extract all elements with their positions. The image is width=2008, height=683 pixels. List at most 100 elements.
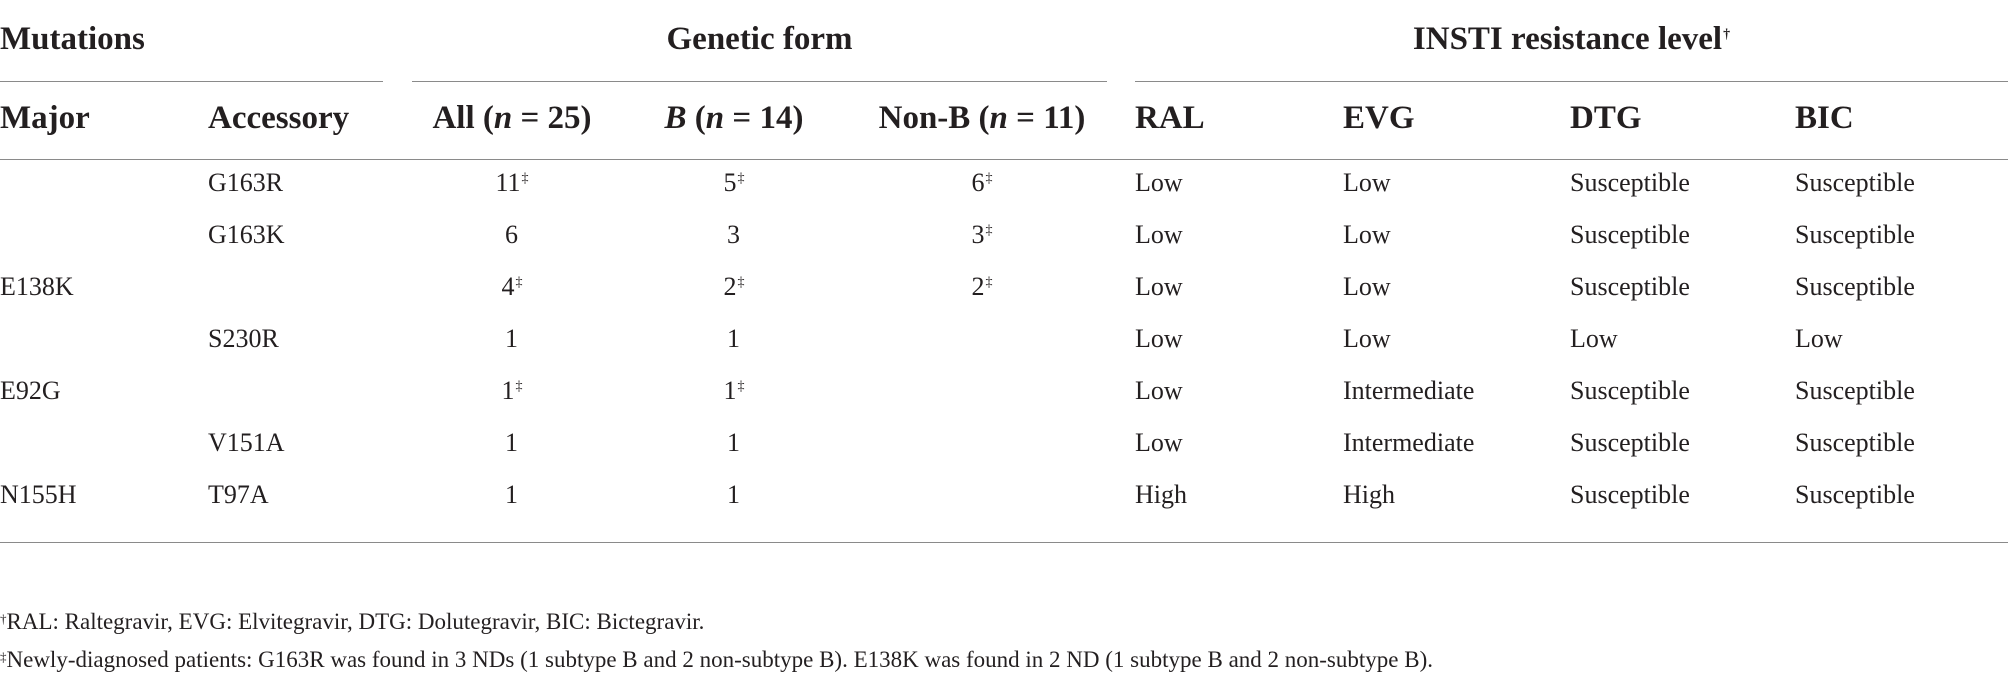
header-b: B (n = 14) bbox=[634, 99, 834, 137]
cell-bic: Susceptible bbox=[1795, 428, 1915, 458]
cell-b-value: 1 bbox=[727, 428, 740, 457]
cell-accessory: S230R bbox=[208, 324, 279, 354]
footnote-newly-diagnosed-text: Newly-diagnosed patients: G163R was foun… bbox=[6, 647, 1433, 672]
cell-all-footnote-mark: ‡ bbox=[515, 275, 523, 290]
header-all-suffix: = 25) bbox=[512, 100, 592, 136]
cell-all: 1 bbox=[412, 324, 612, 354]
cell-all-value: 6 bbox=[505, 220, 518, 249]
header-all: All (n = 25) bbox=[412, 99, 612, 137]
cell-b: 1 bbox=[634, 428, 834, 458]
header-evg: EVG bbox=[1343, 100, 1415, 136]
cell-evg: Intermediate bbox=[1343, 428, 1474, 458]
cell-all: 1 bbox=[412, 428, 612, 458]
cell-accessory-value: S230R bbox=[208, 324, 279, 353]
header-all-n: n bbox=[493, 100, 513, 136]
cell-ral: Low bbox=[1135, 428, 1183, 458]
header-nonb-prefix: Non-B ( bbox=[878, 100, 990, 136]
header-bic: BIC bbox=[1795, 100, 1854, 136]
header-b-open: ( bbox=[686, 100, 706, 136]
cell-all-value: 4 bbox=[501, 272, 515, 301]
cell-b: 1‡ bbox=[634, 376, 834, 406]
cell-dtg: Susceptible bbox=[1570, 480, 1690, 510]
cell-evg: Low bbox=[1343, 272, 1391, 302]
cell-accessory: V151A bbox=[208, 428, 285, 458]
cell-ral: Low bbox=[1135, 272, 1183, 302]
cell-dtg: Susceptible bbox=[1570, 168, 1690, 198]
cell-accessory: G163K bbox=[208, 220, 285, 250]
header-nonb-suffix: = 11) bbox=[1007, 100, 1086, 136]
header-b-n: n bbox=[705, 100, 725, 136]
cell-major: E138K bbox=[0, 272, 74, 302]
cell-accessory: G163R bbox=[208, 168, 283, 198]
cell-b: 1 bbox=[634, 480, 834, 510]
cell-ral: Low bbox=[1135, 220, 1183, 250]
header-genetic-form: Genetic form bbox=[666, 21, 853, 57]
cell-ral-value: High bbox=[1135, 480, 1187, 509]
cell-b-value: 5 bbox=[723, 168, 737, 197]
rule-mutations bbox=[0, 81, 383, 82]
header-dtg: DTG bbox=[1570, 100, 1642, 136]
cell-accessory-value: G163R bbox=[208, 168, 284, 197]
cell-nonb: 2‡ bbox=[862, 272, 1102, 302]
cell-nonb: 6‡ bbox=[862, 168, 1102, 198]
header-accessory: Accessory bbox=[208, 100, 350, 136]
cell-all-value: 11 bbox=[495, 168, 521, 197]
cell-ral: Low bbox=[1135, 376, 1183, 406]
rule-table-bottom bbox=[0, 542, 2008, 543]
cell-dtg-value: Susceptible bbox=[1570, 376, 1690, 405]
cell-evg: High bbox=[1343, 480, 1395, 510]
header-insti-text: INSTI resistance level bbox=[1412, 21, 1723, 57]
cell-b: 5‡ bbox=[634, 168, 834, 198]
cell-dtg: Low bbox=[1570, 324, 1618, 354]
cell-evg-value: Low bbox=[1343, 324, 1391, 353]
cell-dtg-value: Susceptible bbox=[1570, 428, 1690, 457]
cell-evg-value: High bbox=[1343, 480, 1395, 509]
cell-all: 11‡ bbox=[412, 168, 612, 198]
cell-major-value: E138K bbox=[0, 272, 74, 301]
header-nonb: Non-B (n = 11) bbox=[862, 99, 1102, 137]
cell-evg-value: Intermediate bbox=[1343, 428, 1475, 457]
cell-all-value: 1 bbox=[501, 376, 515, 405]
cell-ral-value: Low bbox=[1135, 272, 1183, 301]
cell-ral-value: Low bbox=[1135, 324, 1183, 353]
cell-major-value: N155H bbox=[0, 480, 77, 509]
cell-bic-value: Susceptible bbox=[1795, 272, 1915, 301]
cell-dtg-value: Susceptible bbox=[1570, 480, 1690, 509]
cell-nonb-value: 3 bbox=[971, 220, 985, 249]
header-b-suffix: = 14) bbox=[724, 100, 804, 136]
cell-major: N155H bbox=[0, 480, 77, 510]
cell-evg-value: Intermediate bbox=[1343, 376, 1475, 405]
cell-b: 2‡ bbox=[634, 272, 834, 302]
cell-dtg: Susceptible bbox=[1570, 272, 1690, 302]
cell-dtg-value: Susceptible bbox=[1570, 168, 1690, 197]
cell-b-value: 2 bbox=[723, 272, 737, 301]
cell-nonb-footnote-mark: ‡ bbox=[985, 171, 993, 186]
cell-all: 6 bbox=[412, 220, 612, 250]
cell-dtg-value: Susceptible bbox=[1570, 220, 1690, 249]
header-b-label: B bbox=[664, 100, 687, 136]
cell-nonb bbox=[862, 480, 1102, 510]
cell-ral-value: Low bbox=[1135, 220, 1183, 249]
cell-bic: Susceptible bbox=[1795, 220, 1915, 250]
cell-b: 3 bbox=[634, 220, 834, 250]
footnote-abbreviations-mark: † bbox=[0, 611, 7, 626]
cell-all-value: 1 bbox=[505, 324, 518, 353]
cell-accessory-value: G163K bbox=[208, 220, 285, 249]
header-mutations: Mutations bbox=[0, 21, 145, 57]
cell-all: 1‡ bbox=[412, 376, 612, 406]
cell-nonb-footnote-mark: ‡ bbox=[985, 275, 993, 290]
cell-accessory-value: V151A bbox=[208, 428, 285, 457]
cell-b-value: 3 bbox=[727, 220, 740, 249]
footnote-abbreviations-text: RAL: Raltegravir, EVG: Elvitegravir, DTG… bbox=[6, 609, 705, 634]
cell-b-value: 1 bbox=[727, 480, 740, 509]
cell-nonb bbox=[862, 428, 1102, 458]
cell-nonb-footnote-mark: ‡ bbox=[985, 223, 993, 238]
header-insti-resistance-level: INSTI resistance level† bbox=[1135, 20, 2008, 58]
cell-evg: Low bbox=[1343, 220, 1391, 250]
footnote-newly-diagnosed-mark: ‡ bbox=[0, 649, 7, 664]
cell-evg-value: Low bbox=[1343, 220, 1391, 249]
cell-b-footnote-mark: ‡ bbox=[737, 171, 745, 186]
cell-evg: Low bbox=[1343, 168, 1391, 198]
header-insti-footnote-mark: † bbox=[1723, 27, 1731, 42]
cell-b-footnote-mark: ‡ bbox=[737, 379, 745, 394]
